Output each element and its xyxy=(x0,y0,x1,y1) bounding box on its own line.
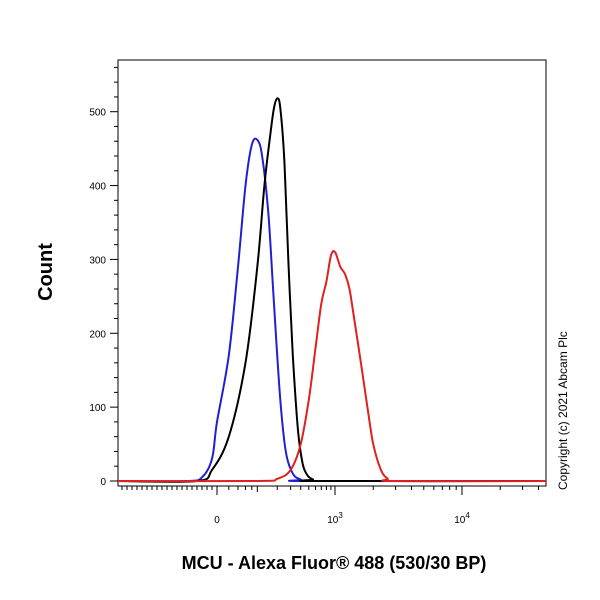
y-tick-label: 0 xyxy=(100,477,106,488)
series-line-1 xyxy=(117,97,547,483)
series-line-0 xyxy=(117,137,547,483)
x-tick-label: 103 xyxy=(327,511,343,526)
plot-frame xyxy=(117,59,547,487)
x-tick-label: 0 xyxy=(214,515,220,526)
y-tick-label: 500 xyxy=(89,108,106,119)
y-axis: 0 100 200 300 400 500 xyxy=(89,66,118,488)
y-tick-label: 100 xyxy=(89,403,106,414)
histogram-curves xyxy=(117,97,547,483)
y-tick-label: 300 xyxy=(89,255,106,266)
y-tick-label: 400 xyxy=(89,182,106,193)
x-axis: 0 103 104 xyxy=(121,486,539,526)
y-tick-label: 200 xyxy=(89,329,106,340)
y-axis-title: Count xyxy=(35,243,57,301)
series-line-2 xyxy=(117,250,547,483)
copyright-annotation: Copyright (c) 2021 Abcam Plc xyxy=(556,331,570,490)
x-axis-title: MCU - Alexa Fluor® 488 (530/30 BP) xyxy=(182,553,487,573)
x-tick-label: 104 xyxy=(454,511,470,526)
